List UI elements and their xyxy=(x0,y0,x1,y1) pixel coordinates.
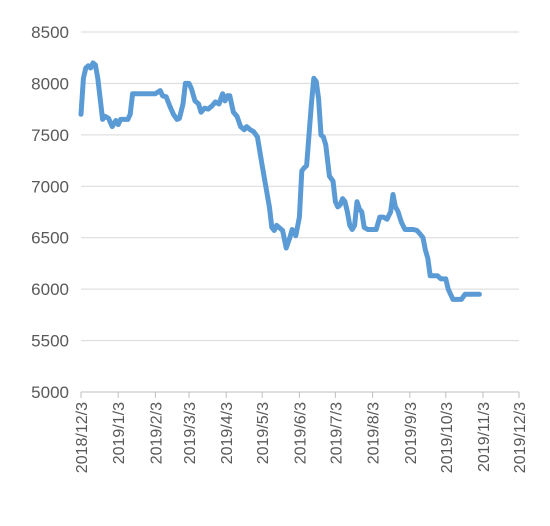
x-tick-label: 2019/7/3 xyxy=(328,402,345,464)
y-axis-tick-labels: 5000 5500 6000 6500 7000 7500 8000 8500 xyxy=(31,23,69,402)
y-tick-label: 5500 xyxy=(31,332,69,351)
y-tick-label: 8500 xyxy=(31,23,69,42)
x-tick-label: 2019/8/3 xyxy=(366,402,383,464)
x-tick-label: 2019/12/3 xyxy=(512,402,529,473)
x-tick-label: 2019/6/3 xyxy=(292,402,309,464)
y-tick-label: 6500 xyxy=(31,229,69,248)
series-layer xyxy=(78,60,482,302)
gridlines xyxy=(81,31,519,342)
x-tick-label: 2019/2/3 xyxy=(148,402,165,464)
y-tick-label: 6000 xyxy=(31,280,69,299)
y-tick-label: 7000 xyxy=(31,177,69,196)
x-tick-label: 2019/3/3 xyxy=(182,402,199,464)
x-tick-label: 2018/12/3 xyxy=(74,402,91,473)
y-tick-label: 7500 xyxy=(31,126,69,145)
x-axis-tick-labels: 2018/12/3 2019/1/3 2019/2/3 2019/3/3 2019/4/… xyxy=(74,392,529,473)
x-tick-label: 2019/11/3 xyxy=(476,402,493,472)
x-tick-label: 2019/1/3 xyxy=(111,402,128,464)
x-tick-label: 2019/9/3 xyxy=(403,402,420,464)
y-tick-label: 8000 xyxy=(31,74,69,93)
x-tick-label: 2019/10/3 xyxy=(439,402,456,473)
x-tick-label: 2019/4/3 xyxy=(219,402,236,464)
series-line xyxy=(78,60,482,302)
x-tick-label: 2019/5/3 xyxy=(255,402,272,464)
y-tick-label: 5000 xyxy=(31,383,69,402)
